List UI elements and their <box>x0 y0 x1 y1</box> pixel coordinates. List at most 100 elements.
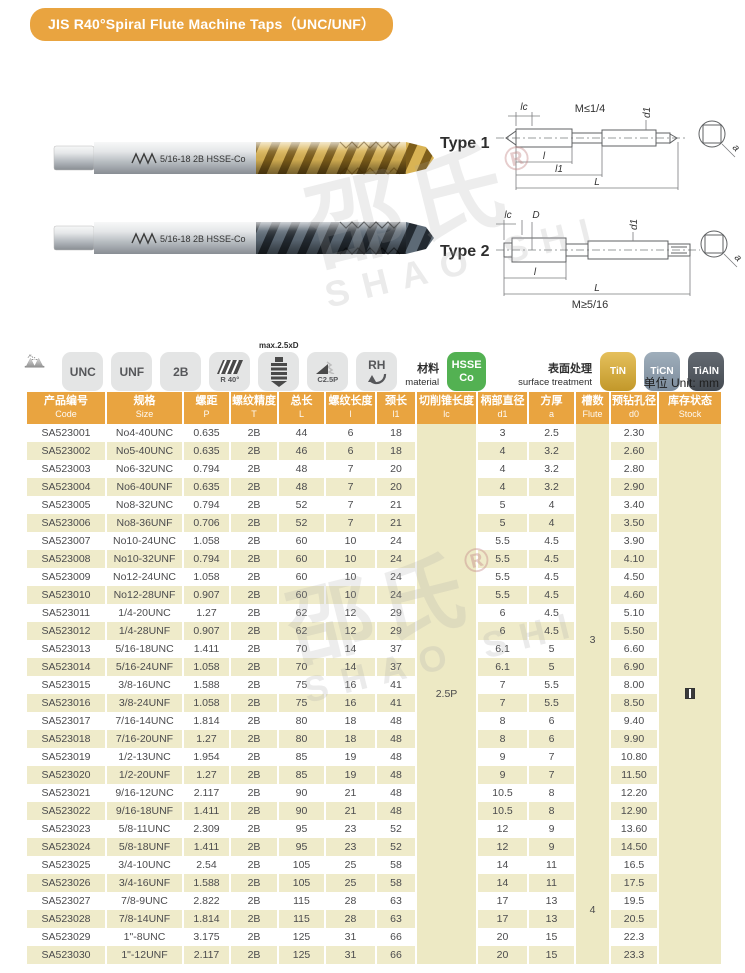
cell-l: 85 <box>277 765 325 784</box>
cell-code: SA523008 <box>25 549 106 568</box>
cell-code: SA523005 <box>25 495 106 514</box>
cell-t: 2B <box>229 837 278 856</box>
cell-size: No12-24UNC <box>105 567 183 586</box>
cell-t: 2B <box>229 567 278 586</box>
cell-stock-merged <box>657 423 721 964</box>
cell-l: 21 <box>324 783 376 802</box>
coating-ticn-label: TiCN <box>650 366 674 377</box>
cell-d0: 8.50 <box>609 693 658 712</box>
cell-d1: 5.5 <box>476 585 528 604</box>
cell-p: 0.794 <box>182 549 230 568</box>
cell-l: 115 <box>277 891 325 910</box>
cell-p: 0.706 <box>182 513 230 532</box>
type2-dim-d1: d1 <box>629 219 640 230</box>
cell-p: 1.588 <box>182 675 230 694</box>
cell-a: 13 <box>527 891 575 910</box>
table-row: SA523025 3/4-10UNC 2.54 2B 105 25 58 14 11 4 16.5 <box>25 855 721 964</box>
cell-t: 2B <box>229 621 278 640</box>
cell-d0: 2.60 <box>609 441 658 460</box>
cell-p: 3.175 <box>182 927 230 946</box>
cell-l: 28 <box>324 891 376 910</box>
cell-p: 1.588 <box>182 873 230 892</box>
type2-diagram: Type 2 lc D d1 l L M≥5/16 a <box>440 210 744 310</box>
cell-d0: 13.60 <box>609 819 658 838</box>
cell-l1: 18 <box>375 423 416 442</box>
cell-t: 2B <box>229 693 278 712</box>
cell-p: 2.822 <box>182 891 230 910</box>
badge-2b-label: 2B <box>173 364 189 379</box>
cell-d0: 3.50 <box>609 513 658 532</box>
cell-d0: 19.5 <box>609 891 658 910</box>
cell-l1: 29 <box>375 603 416 622</box>
cell-size: No4-40UNC <box>105 423 183 442</box>
chamfer-icon <box>315 361 335 374</box>
cell-t: 2B <box>229 459 278 478</box>
cell-t: 2B <box>229 477 278 496</box>
cell-t: 2B <box>229 927 278 946</box>
table-row: SA523012 1/4-28UNF 0.907 2B 62 12 29 6 4.5 5.50 <box>25 621 721 640</box>
cell-l1: 41 <box>375 693 416 712</box>
type1-diagram: Type 1 lc M≤1/4 d1 l l1 L a <box>440 102 742 190</box>
thread-pitch-label: P <box>34 358 36 360</box>
cell-l: 18 <box>324 729 376 748</box>
table-row: SA523009 No12-24UNC 1.058 2B 60 10 24 5.5 4.5 4.5… <box>25 567 721 586</box>
cell-a: 8 <box>527 783 575 802</box>
thread-depth-group: max.2.5xD <box>258 341 300 391</box>
cell-d0: 8.00 <box>609 675 658 694</box>
badge-spiral-r40: R 40° <box>209 352 251 391</box>
cell-d1: 4 <box>476 459 528 478</box>
cell-l: 75 <box>277 675 325 694</box>
cell-l1: 24 <box>375 567 416 586</box>
cell-d0: 6.90 <box>609 657 658 676</box>
table-row: SA523011 1/4-20UNC 1.27 2B 62 12 29 6 4.5 5.10 <box>25 603 721 622</box>
cell-d0: 10.80 <box>609 747 658 766</box>
cell-t: 2B <box>229 675 278 694</box>
cell-size: 7/16-14UNC <box>105 711 183 730</box>
gold-tap-photo: 5/16-18 2B HSSE-Co <box>53 141 434 175</box>
cell-a: 11 <box>527 855 575 874</box>
cell-p: 0.635 <box>182 423 230 442</box>
table-row: SA523016 3/8-24UNF 1.058 2B 75 16 41 7 5.5 8.50 <box>25 693 721 712</box>
cell-size: 1/2-13UNC <box>105 747 183 766</box>
column-header-size: 规格 Size <box>105 392 183 424</box>
cell-code: SA523002 <box>25 441 106 460</box>
cell-size: 1"-8UNC <box>105 927 183 946</box>
cell-d1: 8 <box>476 729 528 748</box>
cell-code: SA523013 <box>25 639 106 658</box>
cell-l1: 48 <box>375 711 416 730</box>
cell-l: 85 <box>277 747 325 766</box>
cell-code: SA523015 <box>25 675 106 694</box>
cell-code: SA523004 <box>25 477 106 496</box>
cell-d1: 9 <box>476 765 528 784</box>
column-header-a: 方厚 a <box>527 392 575 424</box>
column-header-stock: 库存状态 Stock <box>657 392 721 424</box>
cell-l: 31 <box>324 945 376 964</box>
cell-l: 25 <box>324 855 376 874</box>
cell-d1: 5.5 <box>476 567 528 586</box>
cell-l: 115 <box>277 909 325 928</box>
cell-a: 4.5 <box>527 603 575 622</box>
cell-l1: 37 <box>375 639 416 658</box>
cell-a: 7 <box>527 765 575 784</box>
cell-code: SA523003 <box>25 459 106 478</box>
cell-size: No8-32UNC <box>105 495 183 514</box>
cell-a: 7 <box>527 747 575 766</box>
cell-size: 3/4-10UNC <box>105 855 183 874</box>
type2-size-note: M≥5/16 <box>572 299 609 310</box>
cell-t: 2B <box>229 765 278 784</box>
surface-label-en: surface treatment <box>518 376 592 388</box>
cell-size: 5/8-11UNC <box>105 819 183 838</box>
cell-l: 18 <box>324 711 376 730</box>
type1-dim-lc: lc <box>520 102 527 113</box>
type2-dim-a: a <box>732 252 744 264</box>
cell-d1: 7 <box>476 675 528 694</box>
spec-table-body: SA523001 No4-40UNC 0.635 2B 44 6 18 2.5P 3 2.5 3 2.… <box>25 423 721 964</box>
cell-t: 2B <box>229 603 278 622</box>
spec-table-header-row: 产品编号 Code 规格 Size 螺距 P 螺纹精度 T 总长 L 螺纹长度 l 颈长 l1 切削锥长度 l… <box>25 392 721 424</box>
cell-a: 5.5 <box>527 693 575 712</box>
cell-a: 4.5 <box>527 621 575 640</box>
cell-p: 1.411 <box>182 801 230 820</box>
cell-l: 25 <box>324 873 376 892</box>
tap-shank <box>94 142 256 174</box>
cell-l: 12 <box>324 621 376 640</box>
